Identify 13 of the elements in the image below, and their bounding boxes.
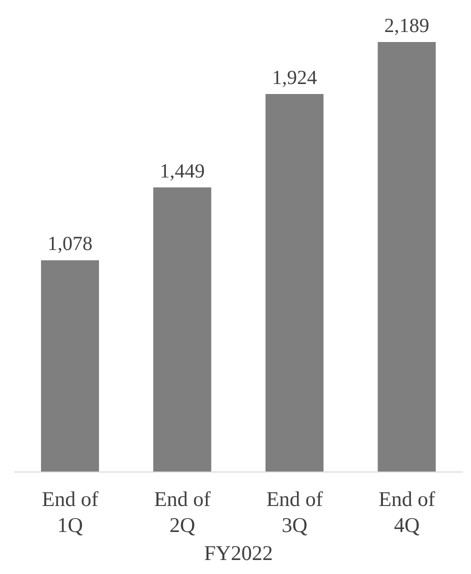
- bar: [378, 42, 436, 472]
- data-label: 1,449: [160, 160, 205, 182]
- data-label: 1,924: [272, 67, 317, 90]
- bar: [153, 187, 212, 472]
- x-tick-label: End of 1Q: [42, 487, 98, 537]
- x-tick-label: End of 3Q: [266, 487, 323, 537]
- x-tick-label: End of 2Q: [154, 487, 211, 537]
- data-label: 2,189: [384, 15, 430, 37]
- data-label: 1,078: [48, 233, 92, 256]
- bar: [41, 260, 99, 472]
- x-axis-title: FY2022: [204, 541, 273, 565]
- bar: [266, 94, 324, 472]
- x-tick-label: End of 4Q: [378, 487, 436, 537]
